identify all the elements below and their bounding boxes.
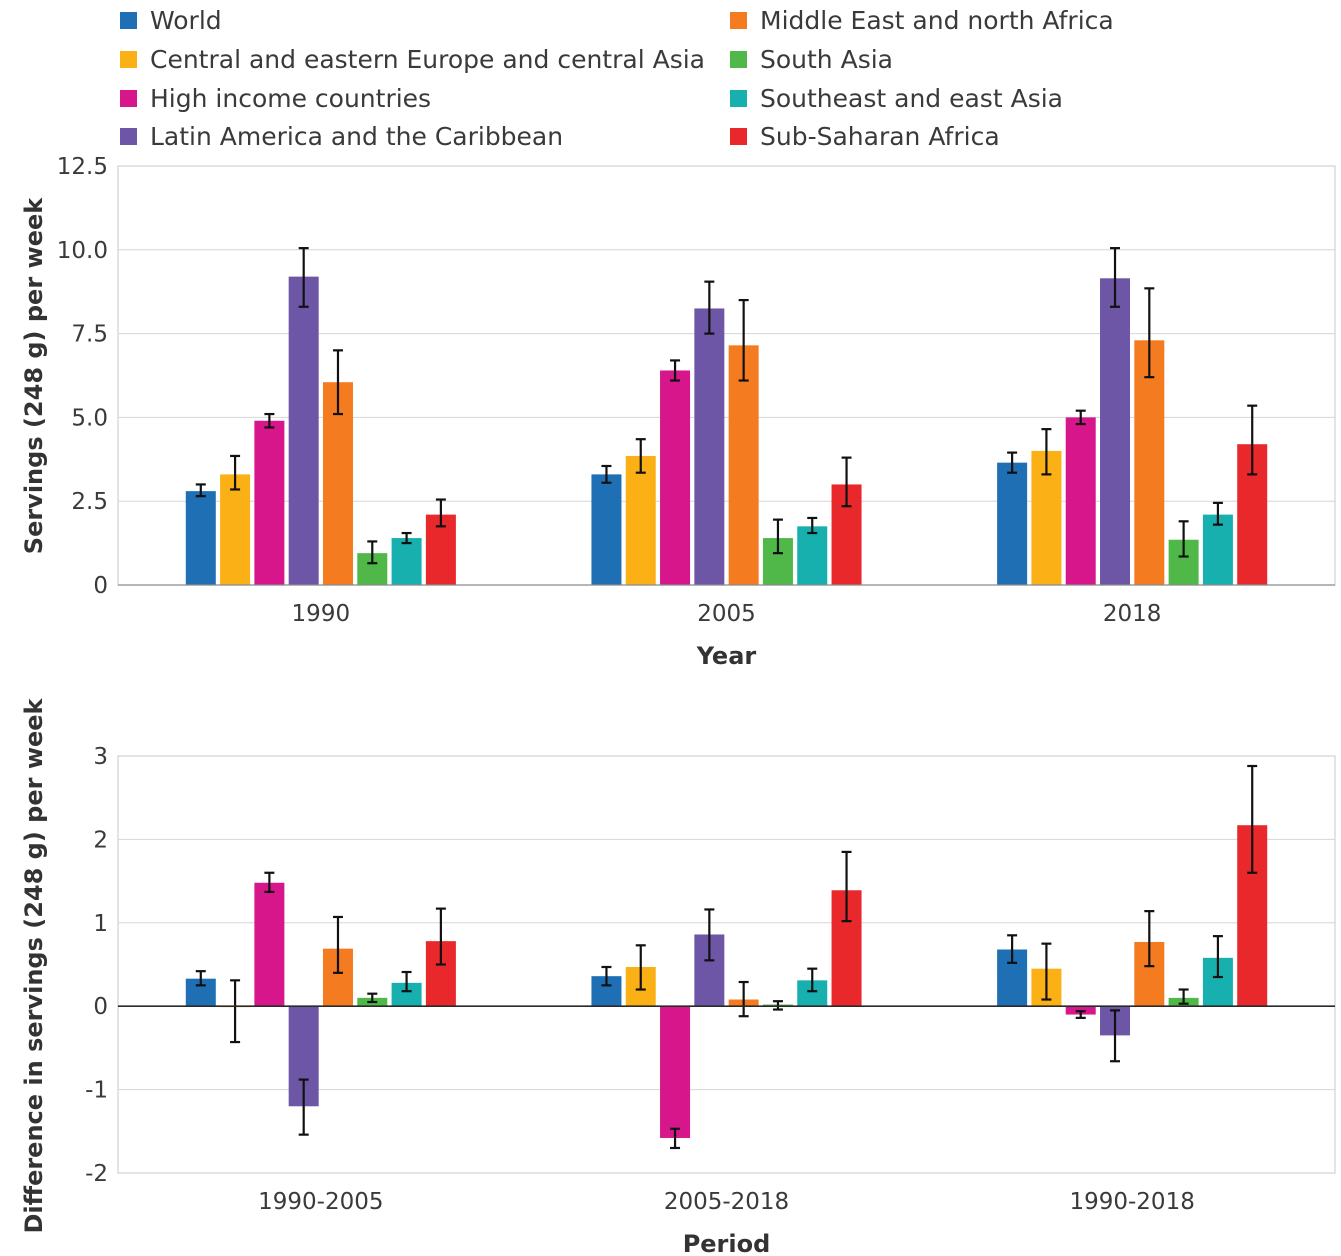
bar-middle-east-and-north-africa [322,382,353,585]
legend-item-central-eastern-europe: Central and eastern Europe and central A… [120,44,705,74]
bar-central-and-eastern-europe-and-central-asia [220,474,251,585]
x-tick-label: 1990-2018 [1069,1189,1194,1215]
legend-item-latin-america: Latin America and the Caribbean [120,121,563,151]
legend-item-high-income: High income countries [120,83,431,113]
bar-world [591,474,622,585]
bar-high-income-countries [254,420,285,585]
x-tick-label: 1990-2005 [258,1189,383,1215]
bar-middle-east-and-north-africa [728,345,759,585]
y-tick-label: 10.0 [57,238,108,264]
bar-southeast-and-east-asia [391,982,422,1007]
y-tick-label: 0 [93,994,108,1020]
legend: World Central and eastern Europe and cen… [0,0,1341,160]
bar-southeast-and-east-asia [1202,514,1233,585]
bar-high-income-countries [254,882,285,1007]
x-axis-title: Year [696,642,757,670]
servings-by-year-chart: 0 2.5 5.0 7.5 10.0 12.5 1990 2005 2018 Year Servin… [20,154,1336,670]
y-axis-title: Difference in servings (248 g) per week [20,697,48,1233]
x-tick-label: 1990 [292,601,351,627]
legend-swatch-southeast-east-asia [730,89,747,107]
y-tick-label: 5.0 [71,405,108,431]
legend-item-south-asia: South Asia [730,44,893,74]
bar-high-income-countries [1065,417,1096,585]
legend-label-middle-east: Middle East and north Africa [760,5,1114,35]
legend-item-world: World [120,5,222,35]
y-tick-label: -1 [85,1078,108,1104]
x-axis-title: Period [683,1230,771,1256]
x-tick-label: 2005 [697,601,756,627]
x-tick-label: 2005-2018 [664,1189,789,1215]
legend-swatch-world [120,11,137,29]
bar-high-income-countries [660,370,691,585]
bar-latin-america-and-the-caribbean [1100,278,1131,585]
legend-swatch-south-asia [730,50,747,68]
legend-swatch-middle-east [730,11,747,29]
legend-item-sub-saharan-africa: Sub-Saharan Africa [730,121,1000,151]
y-tick-label: 2 [93,827,108,853]
difference-by-period-chart: -2 -1 0 1 2 3 1990-2005 2005-2018 1990-2018 Perio… [20,697,1336,1256]
y-tick-label: -2 [85,1161,108,1187]
legend-swatch-high-income [120,89,137,107]
y-tick-label: 1 [93,911,108,937]
legend-label-latin-america: Latin America and the Caribbean [150,121,564,151]
legend-swatch-latin-america [120,127,137,145]
legend-label-world: World [150,5,222,35]
y-tick-label: 12.5 [57,154,108,180]
plot-frame [117,755,1336,1174]
bar-high-income-countries [660,1006,691,1138]
bar-world [185,491,216,585]
legend-item-middle-east: Middle East and north Africa [730,5,1114,35]
legend-label-central-eastern-europe: Central and eastern Europe and central A… [150,44,705,74]
bar-world [997,462,1028,585]
y-tick-label: 3 [93,744,108,770]
legend-item-southeast-east-asia: Southeast and east Asia [730,83,1063,113]
legend-swatch-sub-saharan-africa [730,127,747,145]
y-axis-title: Servings (248 g) per week [20,197,48,554]
bar-southeast-and-east-asia [797,526,828,585]
bar-latin-america-and-the-caribbean [288,276,319,585]
y-tick-label: 7.5 [71,322,108,348]
bar-central-and-eastern-europe-and-central-asia [625,455,656,585]
bar-middle-east-and-north-africa [1134,340,1165,585]
legend-label-high-income: High income countries [150,83,432,113]
bar-southeast-and-east-asia [391,538,422,585]
y-tick-label: 0 [93,573,108,599]
legend-label-south-asia: South Asia [760,44,893,74]
x-tick-label: 2018 [1103,601,1162,627]
legend-label-southeast-east-asia: Southeast and east Asia [760,83,1063,113]
legend-label-sub-saharan-africa: Sub-Saharan Africa [760,121,1000,151]
y-tick-label: 2.5 [71,489,108,515]
legend-swatch-central-eastern-europe [120,50,137,68]
bar-latin-america-and-the-caribbean [694,308,725,585]
